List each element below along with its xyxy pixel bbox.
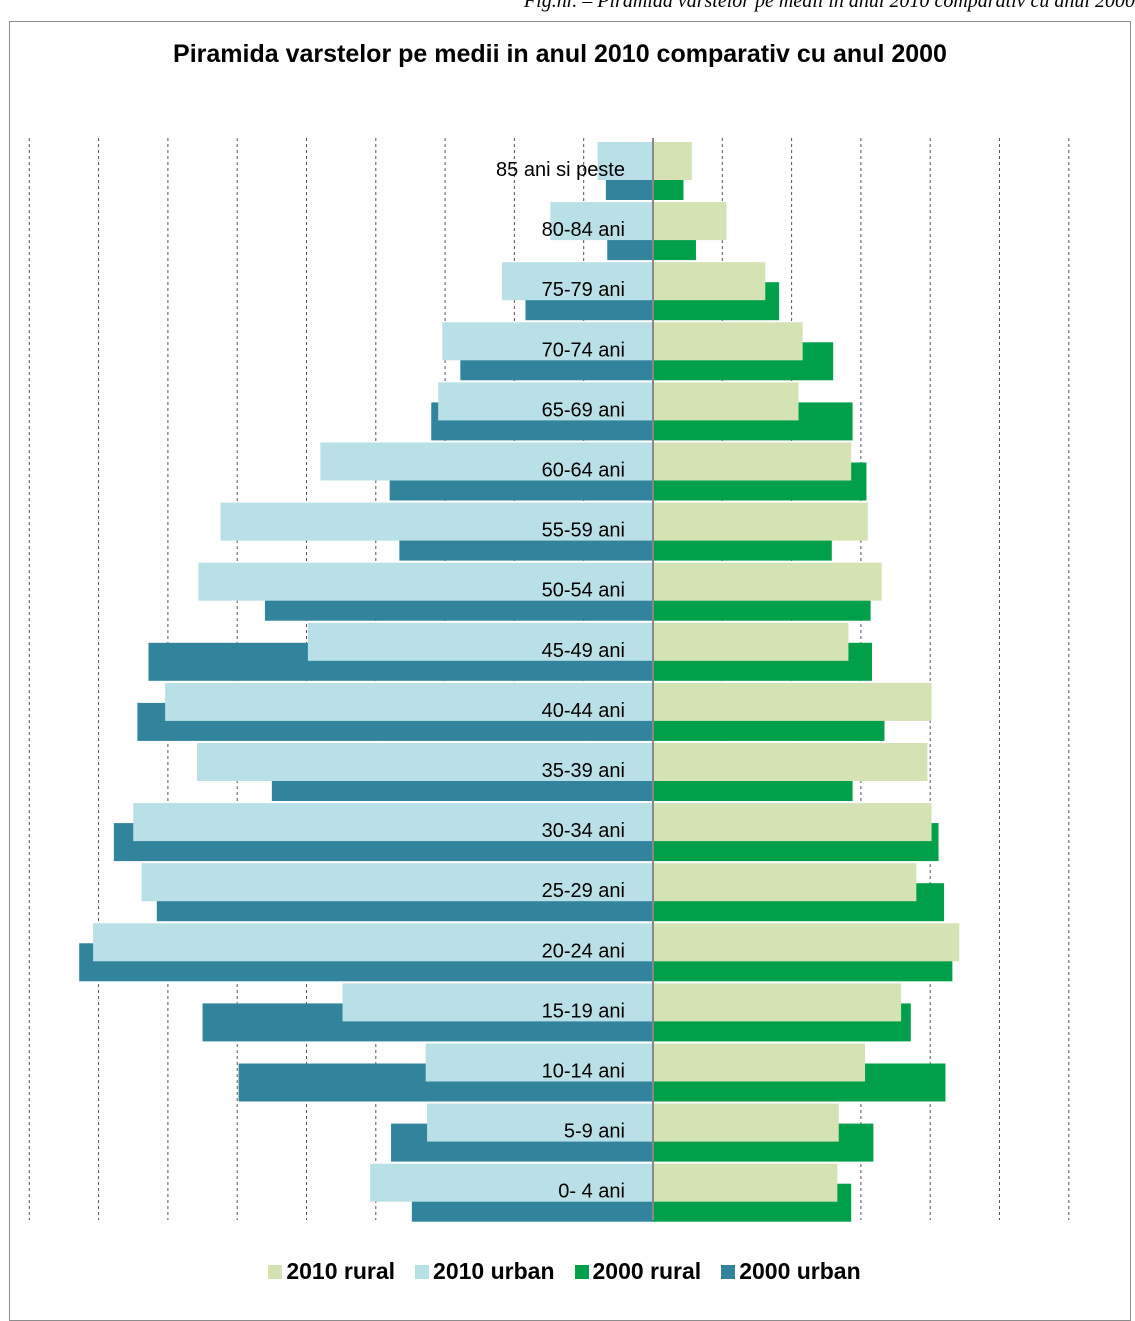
bar-2010-rural [653,382,799,421]
bar-2010-rural [653,562,882,601]
bar-2010-rural [653,682,932,721]
bar-2010-urban [501,262,653,301]
bar-2010-rural [653,622,849,661]
bar-2010-urban [438,382,653,421]
bar-2010-rural [653,983,902,1022]
bar-2010-rural [653,502,868,541]
bar-2010-urban [442,322,653,361]
bar-2010-rural [653,442,852,481]
bar-2010-urban [165,682,654,721]
category-label: 50-54 ani [542,580,625,602]
bar-2010-urban [550,202,653,241]
category-label: 25-29 ani [542,880,625,902]
legend-swatch-2010-rural [268,1264,283,1279]
chart-title: Piramida varstelor pe medii in anul 2010… [173,40,947,68]
bar-2010-urban [220,502,653,541]
category-label: 55-59 ani [542,520,625,542]
legend-item-2000-urban: 2000 urban [721,1258,861,1285]
legend-swatch-2010-urban [415,1264,430,1279]
category-label: 0- 4 ani [558,1181,625,1203]
bar-2010-urban [133,803,653,842]
bar-2010-urban [93,923,653,962]
category-label: 5-9 ani [564,1121,625,1143]
category-label: 35-39 ani [542,760,625,782]
bar-2010-urban [370,1163,653,1202]
bar-2010-urban [198,562,653,601]
legend-label-2010-rural: 2010 rural [286,1258,396,1284]
legend-item-2000-rural: 2000 rural [574,1258,702,1285]
bar-2010-rural [653,803,932,842]
bars [79,142,960,1222]
category-labels: 85 ani si peste 80-84 ani 75-79 ani 70-74 a… [496,159,625,1203]
category-label: 10-14 ani [542,1061,625,1083]
bar-2010-urban [427,1103,653,1142]
category-label: 65-69 ani [542,399,625,421]
legend-swatch-2000-rural [574,1264,589,1279]
bar-2010-rural [653,743,928,781]
category-label: 20-24 ani [542,940,625,962]
legend-label-2000-urban: 2000 urban [739,1258,861,1284]
bar-2010-urban [597,142,653,180]
bar-2010-rural [653,322,803,361]
category-label: 30-34 ani [542,820,625,842]
category-label: 45-49 ani [542,640,625,662]
bar-2010-urban [141,863,654,902]
bar-2010-rural [653,1043,866,1082]
legend-label-2000-rural: 2000 rural [592,1258,702,1284]
legend-swatch-2000-urban [721,1264,736,1279]
legend: 2010 rural 2010 urban 2000 rural 2000 ur… [0,1258,1135,1285]
bar-2010-rural [653,923,960,962]
bar-2010-rural [653,262,766,301]
bar-2010-urban [425,1043,653,1082]
category-label: 40-44 ani [542,700,625,722]
legend-item-2010-rural: 2010 rural [268,1258,395,1285]
bar-2010-rural [653,1103,839,1142]
bar-2010-urban [342,983,653,1022]
category-label: 75-79 ani [542,279,625,301]
category-label: 60-64 ani [542,460,625,482]
bar-2010-rural [653,1163,838,1202]
bar-2010-rural [653,142,692,180]
category-label: 85 ani si peste [496,159,625,181]
bar-2010-urban [307,622,653,661]
bar-2010-rural [653,202,727,241]
figure-caption: Fig.nr. – Piramida varstelor pe medii in… [523,0,1135,12]
bar-2010-urban [197,743,654,781]
legend-item-2010-urban: 2010 urban [415,1258,555,1285]
category-label: 70-74 ani [542,339,625,361]
category-label: 15-19 ani [542,1000,625,1022]
legend-label-2010-urban: 2010 urban [433,1258,555,1284]
bar-2010-rural [653,863,917,902]
category-label: 80-84 ani [542,219,625,241]
bar-2010-urban [320,442,653,481]
